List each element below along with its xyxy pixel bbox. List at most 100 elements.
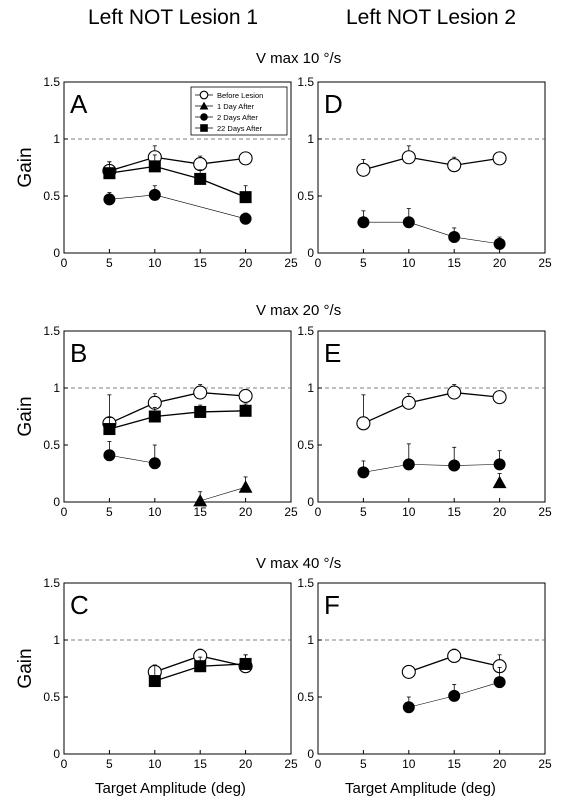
series-line — [363, 464, 500, 473]
legend-marker — [200, 124, 208, 132]
x-tick-label: 10 — [402, 757, 416, 771]
series-filled-circle-2 — [103, 441, 161, 470]
panel-f: 0 5 10 15 20 25 0 0.5 1 1.5 F — [297, 576, 552, 771]
series-open-circle-0 — [356, 145, 507, 177]
data-point — [239, 657, 252, 670]
plot-frame — [63, 582, 292, 755]
data-point — [238, 151, 253, 166]
data-point — [492, 475, 507, 489]
row-title-vmax-10: V max 10 °/s — [256, 50, 342, 67]
data-point — [402, 216, 415, 229]
y-tick-label: 1 — [307, 381, 314, 395]
y-tick-label: 1 — [53, 633, 60, 647]
x-tick-label: 15 — [448, 256, 462, 270]
y-tick-label: 1.5 — [297, 576, 314, 590]
x-tick-label: 10 — [148, 256, 162, 270]
panel-letter: C — [70, 590, 89, 620]
data-point — [492, 151, 507, 166]
x-tick-label: 20 — [493, 757, 507, 771]
y-tick-label: 0.5 — [43, 189, 60, 203]
x-tick-label: 15 — [194, 256, 208, 270]
x-axis-label-right: Target Amplitude (deg) — [345, 780, 496, 797]
series-2-days-after-1 — [103, 185, 252, 225]
panel-e: 0 5 10 15 20 25 0 0.5 1 1.5 E — [297, 324, 552, 519]
data-point — [194, 660, 207, 673]
series-line — [363, 221, 500, 245]
panel-letter: D — [324, 89, 343, 119]
data-point — [356, 162, 371, 177]
panel-letter: B — [70, 338, 87, 368]
data-point — [493, 237, 506, 250]
series-filled-square-1 — [148, 654, 252, 688]
data-point — [148, 675, 161, 688]
data-point — [447, 385, 462, 400]
x-tick-label: 5 — [106, 757, 113, 771]
column-title-left: Left NOT Lesion 1 — [88, 6, 259, 29]
series-line — [109, 156, 246, 172]
data-point — [148, 188, 161, 201]
series-open-circle-0 — [356, 384, 507, 431]
data-point — [148, 457, 161, 470]
series-line — [363, 156, 500, 171]
y-tick-label: 1.5 — [43, 576, 60, 590]
plot-frame — [63, 81, 292, 254]
x-tick-label: 15 — [448, 757, 462, 771]
data-point — [193, 157, 208, 172]
data-point — [239, 191, 252, 204]
series-line — [109, 165, 246, 198]
y-tick-label: 1.5 — [43, 75, 60, 89]
x-tick-label: 25 — [284, 757, 298, 771]
y-tick-label: 0 — [307, 495, 314, 509]
x-tick-label: 20 — [493, 256, 507, 270]
series-filled-triangle-2 — [492, 473, 507, 489]
row-title-vmax-20: V max 20 °/s — [256, 302, 342, 319]
legend-label: Before Lesion — [217, 91, 263, 100]
x-tick-label: 15 — [448, 505, 462, 519]
y-tick-label: 0 — [307, 747, 314, 761]
legend-marker — [199, 101, 209, 110]
data-point — [148, 160, 161, 173]
legend-label: 1 Day After — [217, 102, 255, 111]
data-point — [357, 216, 370, 229]
panel-b: 0 5 10 15 20 25 0 0.5 1 1.5 Gain B — [15, 324, 298, 519]
plot-frame — [317, 330, 546, 503]
data-point — [402, 458, 415, 471]
series-line — [200, 486, 246, 502]
data-point — [239, 212, 252, 225]
legend-marker — [199, 90, 209, 100]
panel-c: 0 5 10 15 20 25 0 0.5 1 1.5 Gain C — [15, 576, 298, 771]
data-point — [103, 423, 116, 436]
data-point — [448, 459, 461, 472]
series-line — [109, 454, 155, 464]
data-point — [357, 466, 370, 479]
series-filled-circle-1 — [402, 666, 506, 714]
column-title-right: Left NOT Lesion 2 — [346, 6, 517, 29]
panel-letter: A — [70, 89, 88, 119]
data-point — [448, 231, 461, 244]
data-point — [401, 664, 416, 679]
series-filled-triangle-1 — [193, 476, 253, 507]
y-tick-label: 1.5 — [43, 324, 60, 338]
y-tick-label: 1.5 — [297, 324, 314, 338]
x-axis-label-left: Target Amplitude (deg) — [95, 780, 246, 797]
y-tick-label: 1 — [53, 381, 60, 395]
data-point — [447, 158, 462, 173]
legend-marker — [200, 113, 208, 121]
x-tick-label: 25 — [284, 256, 298, 270]
series-line — [363, 391, 500, 424]
data-point — [448, 689, 461, 702]
y-tick-label: 0.5 — [43, 690, 60, 704]
y-tick-label: 0 — [53, 495, 60, 509]
data-point — [103, 449, 116, 462]
x-tick-label: 0 — [61, 757, 68, 771]
data-point — [238, 480, 253, 493]
x-tick-label: 25 — [538, 757, 552, 771]
plot-frame — [317, 582, 546, 755]
y-tick-label: 0.5 — [43, 438, 60, 452]
x-tick-label: 0 — [315, 757, 322, 771]
y-axis-label: Gain — [15, 147, 36, 187]
panel-letter: E — [324, 338, 341, 368]
panel-a: 0 5 10 15 20 25 0 0.5 1 1.5 Gain A Before Lesion 1 Da… — [15, 75, 298, 270]
x-tick-label: 10 — [402, 256, 416, 270]
